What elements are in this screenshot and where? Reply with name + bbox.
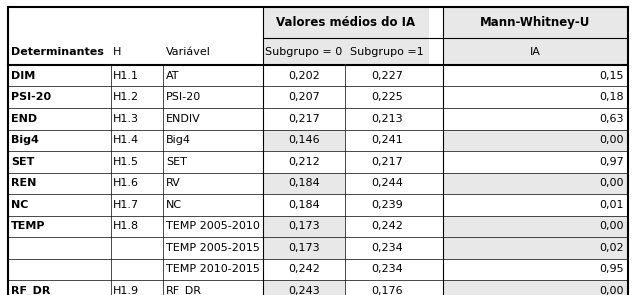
- Text: 0,243: 0,243: [288, 286, 320, 295]
- Text: 0,173: 0,173: [288, 222, 320, 231]
- Bar: [443, 216, 628, 237]
- Bar: [263, 173, 345, 194]
- Text: 0,241: 0,241: [371, 135, 403, 145]
- Text: Big4: Big4: [11, 135, 39, 145]
- Text: 0,18: 0,18: [599, 92, 624, 102]
- Text: 0,202: 0,202: [288, 71, 320, 81]
- Text: TEMP 2005-2010: TEMP 2005-2010: [166, 222, 260, 231]
- Text: 0,00: 0,00: [599, 135, 624, 145]
- Text: Variável: Variável: [166, 47, 211, 57]
- Bar: [263, 7, 429, 38]
- Text: RV: RV: [166, 178, 180, 188]
- Text: 0,97: 0,97: [599, 157, 624, 167]
- Text: H1.2: H1.2: [113, 92, 139, 102]
- Text: 0,15: 0,15: [599, 71, 624, 81]
- Text: END: END: [11, 114, 37, 124]
- Text: 0,63: 0,63: [599, 114, 624, 124]
- Text: Subgrupo =1: Subgrupo =1: [350, 47, 424, 57]
- Text: 0,239: 0,239: [371, 200, 403, 210]
- Text: RF_DR: RF_DR: [166, 286, 202, 295]
- Text: 0,234: 0,234: [371, 243, 403, 253]
- Text: H1.9: H1.9: [113, 286, 139, 295]
- Text: H1.8: H1.8: [113, 222, 139, 231]
- Text: H1.7: H1.7: [113, 200, 139, 210]
- Text: 0,212: 0,212: [288, 157, 320, 167]
- Text: Big4: Big4: [166, 135, 191, 145]
- Text: NC: NC: [11, 200, 28, 210]
- Bar: [443, 7, 628, 38]
- Bar: [443, 173, 628, 194]
- Text: REN: REN: [11, 178, 36, 188]
- Bar: [263, 216, 345, 237]
- Text: 0,02: 0,02: [599, 243, 624, 253]
- Text: SET: SET: [11, 157, 34, 167]
- Text: SET: SET: [166, 157, 187, 167]
- Text: DIM: DIM: [11, 71, 35, 81]
- Text: 0,01: 0,01: [599, 200, 624, 210]
- Text: 0,00: 0,00: [599, 286, 624, 295]
- Text: TEMP 2010-2015: TEMP 2010-2015: [166, 265, 260, 274]
- Text: PSI-20: PSI-20: [166, 92, 201, 102]
- Text: 0,227: 0,227: [371, 71, 403, 81]
- Text: PSI-20: PSI-20: [11, 92, 51, 102]
- Text: H1.3: H1.3: [113, 114, 139, 124]
- Bar: [443, 130, 628, 151]
- Text: RF_DR: RF_DR: [11, 286, 50, 295]
- Text: 0,184: 0,184: [288, 178, 320, 188]
- Text: ENDIV: ENDIV: [166, 114, 201, 124]
- Text: 0,95: 0,95: [599, 265, 624, 274]
- Text: TEMP 2005-2015: TEMP 2005-2015: [166, 243, 260, 253]
- Text: Mann-Whitney-U: Mann-Whitney-U: [480, 16, 591, 30]
- Text: H1.5: H1.5: [113, 157, 139, 167]
- Bar: [443, 237, 628, 259]
- Text: 0,00: 0,00: [599, 178, 624, 188]
- Text: 0,00: 0,00: [599, 222, 624, 231]
- Text: IA: IA: [530, 47, 541, 57]
- Text: 0,146: 0,146: [288, 135, 320, 145]
- Bar: [263, 130, 345, 151]
- Text: Determinantes: Determinantes: [11, 47, 104, 57]
- Text: TEMP: TEMP: [11, 222, 46, 231]
- Text: 0,176: 0,176: [372, 286, 403, 295]
- Text: H1.6: H1.6: [113, 178, 139, 188]
- Text: 0,242: 0,242: [288, 265, 320, 274]
- Bar: [443, 38, 628, 65]
- Text: H1.1: H1.1: [113, 71, 139, 81]
- Bar: [263, 280, 345, 295]
- Text: H: H: [113, 47, 122, 57]
- Text: 0,207: 0,207: [288, 92, 320, 102]
- Bar: [263, 38, 429, 65]
- Text: AT: AT: [166, 71, 179, 81]
- Text: 0,184: 0,184: [288, 200, 320, 210]
- Text: 0,225: 0,225: [371, 92, 403, 102]
- Text: 0,173: 0,173: [288, 243, 320, 253]
- Bar: [443, 280, 628, 295]
- Text: NC: NC: [166, 200, 182, 210]
- Text: 0,217: 0,217: [288, 114, 320, 124]
- Text: 0,242: 0,242: [371, 222, 403, 231]
- Text: 0,213: 0,213: [372, 114, 403, 124]
- Text: 0,234: 0,234: [371, 265, 403, 274]
- Text: Subgrupo = 0: Subgrupo = 0: [265, 47, 342, 57]
- Text: 0,217: 0,217: [371, 157, 403, 167]
- Text: Valores médios do IA: Valores médios do IA: [277, 16, 415, 30]
- Text: H1.4: H1.4: [113, 135, 139, 145]
- Bar: [263, 237, 345, 259]
- Text: 0,244: 0,244: [371, 178, 403, 188]
